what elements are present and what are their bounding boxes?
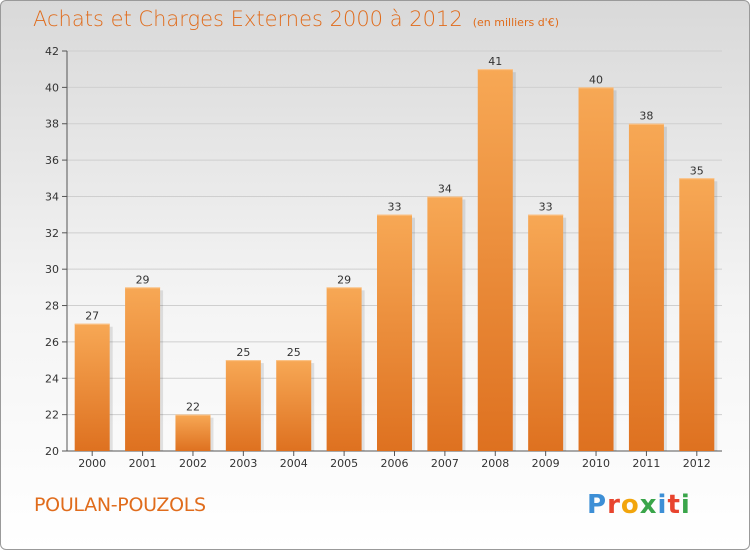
logo-letter: o (620, 490, 640, 520)
y-tick-label: 22 (45, 409, 59, 422)
logo-letter: x (639, 490, 658, 520)
bar-2006 (377, 214, 412, 451)
bar-2000 (74, 323, 110, 451)
x-tick-label: 2003 (229, 457, 257, 470)
data-label: 25 (236, 346, 250, 359)
logo-letter: t (667, 490, 681, 520)
commune-name: POULAN-POUZOLS (34, 494, 206, 516)
data-label: 22 (186, 401, 200, 414)
bar-2005 (326, 287, 362, 451)
bar-2010 (578, 87, 614, 451)
bar-2004 (276, 360, 312, 451)
logo-letter: i (680, 490, 691, 520)
x-tick-label: 2000 (78, 457, 106, 470)
y-tick-label: 28 (45, 300, 59, 313)
y-tick-label: 38 (45, 118, 59, 131)
data-label: 29 (337, 273, 351, 286)
bar-2007 (427, 196, 463, 451)
x-tick-label: 2004 (280, 457, 308, 470)
x-tick-label: 2006 (381, 457, 409, 470)
data-label: 29 (136, 273, 150, 286)
bar-2001 (125, 287, 161, 451)
data-label: 38 (639, 110, 653, 123)
logo-letter: i (657, 490, 668, 520)
y-tick-label: 32 (45, 227, 59, 240)
x-tick-label: 2010 (582, 457, 610, 470)
x-tick-label: 2005 (330, 457, 358, 470)
bar-2009 (528, 214, 564, 451)
x-tick-label: 2001 (129, 457, 157, 470)
data-label: 41 (488, 55, 502, 68)
bar-2012 (679, 178, 715, 452)
y-tick-label: 40 (45, 81, 59, 94)
y-tick-label: 34 (45, 190, 59, 203)
bar-2011 (628, 123, 664, 452)
data-label: 25 (287, 346, 301, 359)
bar-2008 (477, 69, 513, 451)
y-tick-label: 26 (45, 336, 59, 349)
chart-title-text: Achats et Charges Externes 2000 à 2012 (33, 7, 463, 31)
x-tick-label: 2008 (481, 457, 509, 470)
data-label: 27 (85, 310, 99, 323)
x-tick-label: 2009 (532, 457, 560, 470)
logo-letter: r (607, 490, 621, 520)
proxiti-logo: Proxiti (587, 490, 691, 520)
data-label: 35 (690, 164, 704, 177)
bars (74, 69, 718, 452)
y-tick-label: 36 (45, 154, 59, 167)
x-tick-label: 2011 (632, 457, 660, 470)
chart-title: Achats et Charges Externes 2000 à 2012 (e… (33, 7, 559, 31)
data-label: 40 (589, 73, 603, 86)
data-label: 33 (539, 201, 553, 214)
chart-unit: (en milliers d'€) (472, 16, 559, 29)
x-tick-label: 2007 (431, 457, 459, 470)
y-tick-label: 30 (45, 263, 59, 276)
data-label: 33 (388, 201, 402, 214)
y-tick-label: 20 (45, 445, 59, 458)
bar-2003 (225, 360, 261, 451)
bar-2002 (175, 414, 211, 451)
labels: 20 22 24 26 28 30 32 34 36 38 40 42 27 2000 29 2001 22 20… (45, 45, 711, 470)
x-tick-label: 2002 (179, 457, 207, 470)
y-tick-label: 42 (45, 45, 59, 58)
y-tick-label: 24 (45, 372, 59, 385)
data-label: 34 (438, 182, 452, 195)
logo-letter: P (587, 490, 608, 520)
x-tick-label: 2012 (683, 457, 711, 470)
